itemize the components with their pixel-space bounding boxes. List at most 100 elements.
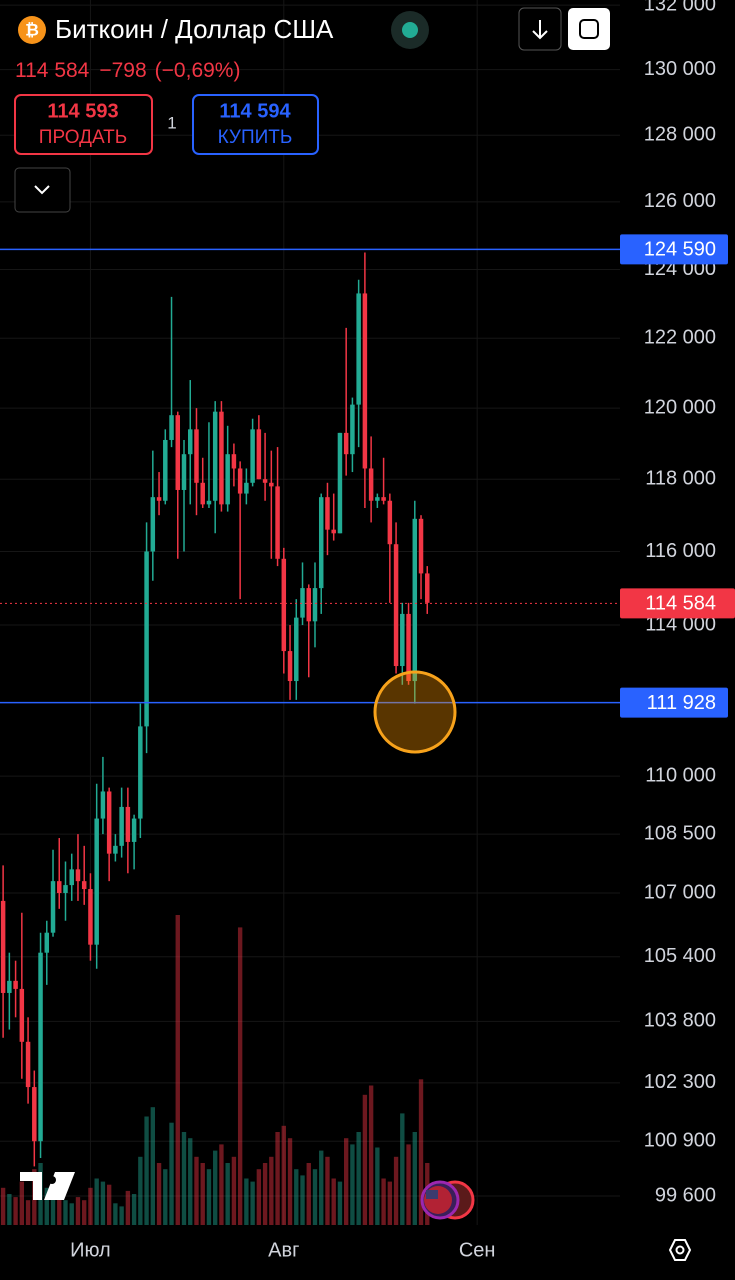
candle-body — [244, 482, 249, 494]
volume-bar — [0, 1187, 6, 1225]
volume-bar — [381, 1178, 386, 1225]
volume-bar — [300, 1175, 305, 1225]
candle-body — [375, 497, 380, 501]
candle-body — [400, 613, 405, 667]
candle-body — [100, 791, 106, 819]
candle-body — [356, 293, 361, 405]
volume-bar — [387, 1181, 393, 1225]
volume-bar — [7, 1194, 12, 1225]
last-price-tag — [620, 588, 735, 619]
candle-body — [169, 415, 174, 440]
symbol-title: Биткоин / Доллар США — [55, 14, 334, 44]
candle-body — [306, 588, 311, 622]
y-tick-label: 105 400 — [644, 945, 716, 967]
volume-bar — [412, 1132, 417, 1225]
volume-bar — [281, 1125, 286, 1225]
volume-bar — [250, 1181, 255, 1225]
last-price: 114 584 — [15, 59, 90, 82]
volume-bar — [50, 1190, 56, 1225]
volume-bar — [375, 1147, 380, 1225]
volume-bar — [75, 1197, 81, 1225]
volume-bar — [125, 1190, 131, 1225]
level-tag — [620, 234, 728, 265]
candle-body — [163, 439, 168, 501]
buy-price: 114 594 — [219, 100, 291, 122]
fullscreen-icon — [579, 19, 599, 39]
candle-body — [187, 429, 193, 455]
candle-body — [275, 486, 280, 559]
sell-label: ПРОДАТЬ — [39, 127, 127, 148]
volume-bar — [119, 1206, 124, 1225]
volume-bar — [213, 1150, 218, 1225]
volume-bar — [181, 1132, 187, 1225]
settings-dot — [675, 1245, 685, 1255]
change: −798 — [99, 59, 146, 82]
candle-body — [19, 988, 25, 1042]
y-tick-label: 99 600 — [655, 1184, 716, 1206]
y-tick-label: 107 000 — [644, 881, 716, 903]
volume-bar — [362, 1094, 368, 1225]
x-tick-label: Авг — [268, 1239, 299, 1261]
candle-body — [144, 551, 149, 727]
y-tick-label: 116 000 — [645, 540, 716, 562]
volume-bar — [294, 1169, 299, 1225]
expand-button[interactable] — [14, 167, 71, 213]
fullscreen-button[interactable] — [568, 8, 610, 50]
sell-button[interactable] — [14, 94, 153, 155]
circle-annotation — [373, 670, 457, 754]
y-tick-label: 120 000 — [644, 396, 716, 418]
volume-bar — [262, 1163, 268, 1225]
candle-body — [294, 617, 299, 682]
y-tick-label: 118 000 — [645, 467, 716, 489]
y-tick-label: 130 000 — [644, 58, 716, 80]
volume-bar — [94, 1178, 99, 1225]
candle-body — [387, 500, 393, 545]
candle-body — [312, 588, 318, 622]
candle-body — [219, 411, 224, 505]
candle-body — [88, 889, 93, 945]
candle-body — [175, 415, 181, 490]
volume-bar — [256, 1169, 262, 1225]
candle-body — [225, 454, 230, 505]
candle-body — [13, 980, 18, 989]
candle-body — [287, 651, 293, 682]
candle-body — [269, 482, 274, 487]
volume-bar — [350, 1144, 355, 1225]
volume-bar — [82, 1200, 87, 1225]
volume-bar — [19, 1181, 25, 1225]
buy-button[interactable] — [192, 94, 319, 155]
volume-bar — [131, 1194, 137, 1225]
candle-body — [200, 482, 205, 505]
volume-bar — [319, 1150, 324, 1225]
volume-bar — [57, 1194, 62, 1225]
candle-body — [418, 518, 424, 574]
volume-bar — [225, 1163, 230, 1225]
volume-bar — [163, 1169, 168, 1225]
candle-body — [113, 845, 118, 854]
volume-bar — [418, 1079, 424, 1225]
volume-bar — [63, 1200, 68, 1225]
volume-bar — [194, 1156, 199, 1225]
lot: 1 — [167, 113, 176, 132]
flag-canton — [426, 1190, 438, 1199]
volume-bar — [325, 1156, 330, 1225]
volume-bar — [138, 1156, 143, 1225]
candle-body — [57, 881, 62, 893]
candle-body — [350, 404, 355, 455]
candle-body — [38, 952, 43, 1142]
candle-body — [331, 529, 336, 534]
candle-body — [256, 429, 262, 480]
candle-body — [7, 980, 12, 993]
tradingview-logo — [20, 1172, 75, 1200]
volume-bar — [169, 1122, 174, 1225]
volume-bar — [13, 1197, 18, 1225]
settings-icon[interactable] — [668, 1239, 692, 1261]
volume-bar — [237, 927, 243, 1225]
volume-bar — [44, 1187, 49, 1225]
volume-bar — [331, 1178, 336, 1225]
volume-bar — [100, 1181, 106, 1225]
candle-body — [131, 818, 137, 842]
arrow-icon — [532, 20, 548, 40]
